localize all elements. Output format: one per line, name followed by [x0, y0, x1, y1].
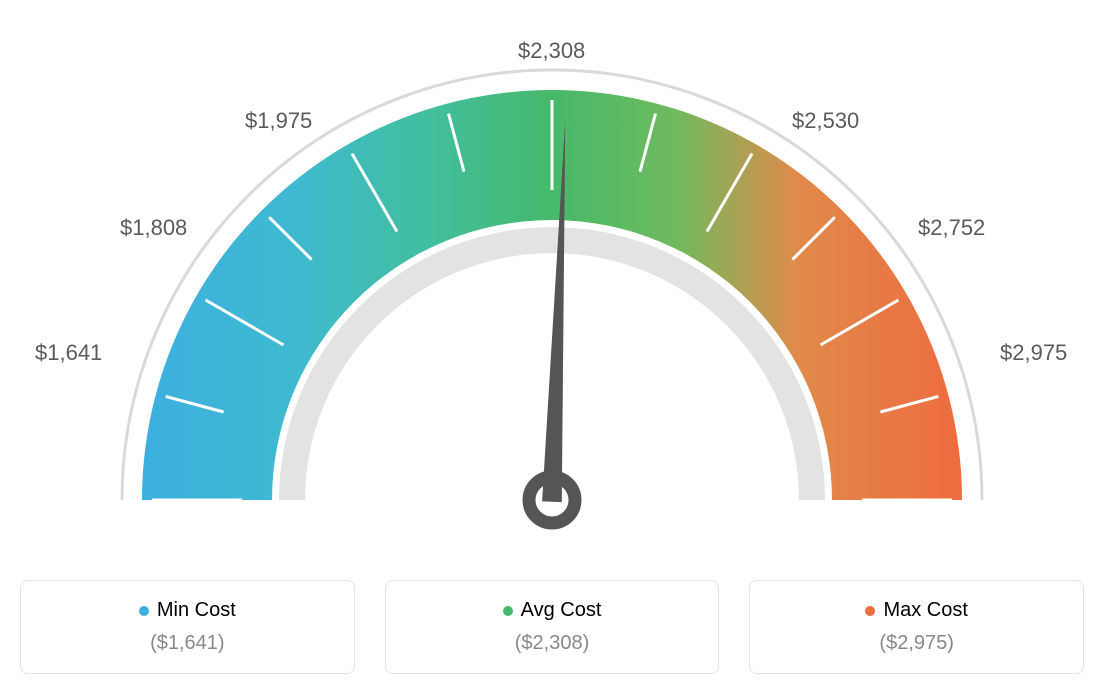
- legend-label-avg: Avg Cost: [521, 599, 602, 622]
- legend-row: Min Cost ($1,641) Avg Cost ($2,308) Max …: [20, 580, 1084, 674]
- legend-value-max: ($2,975): [760, 632, 1073, 655]
- gauge-chart: $1,641 $1,808 $1,975 $2,308 $2,530 $2,752 $2,9…: [20, 20, 1084, 560]
- legend-card-min: Min Cost ($1,641): [20, 580, 355, 674]
- gauge-tick-label: $1,641: [35, 340, 102, 366]
- legend-dot-avg: [503, 606, 513, 616]
- legend-label-max: Max Cost: [883, 599, 967, 622]
- legend-card-max: Max Cost ($2,975): [749, 580, 1084, 674]
- gauge-svg: [20, 20, 1084, 560]
- legend-value-avg: ($2,308): [396, 632, 709, 655]
- legend-dot-max: [865, 606, 875, 616]
- gauge-tick-label: $2,975: [1000, 340, 1067, 366]
- gauge-tick-label: $2,752: [918, 215, 985, 241]
- legend-value-min: ($1,641): [31, 632, 344, 655]
- gauge-tick-label: $2,308: [518, 38, 585, 64]
- gauge-tick-label: $1,808: [120, 215, 187, 241]
- legend-label-min: Min Cost: [157, 599, 236, 622]
- gauge-tick-label: $1,975: [245, 108, 312, 134]
- gauge-tick-label: $2,530: [792, 108, 859, 134]
- legend-dot-min: [139, 606, 149, 616]
- legend-card-avg: Avg Cost ($2,308): [385, 580, 720, 674]
